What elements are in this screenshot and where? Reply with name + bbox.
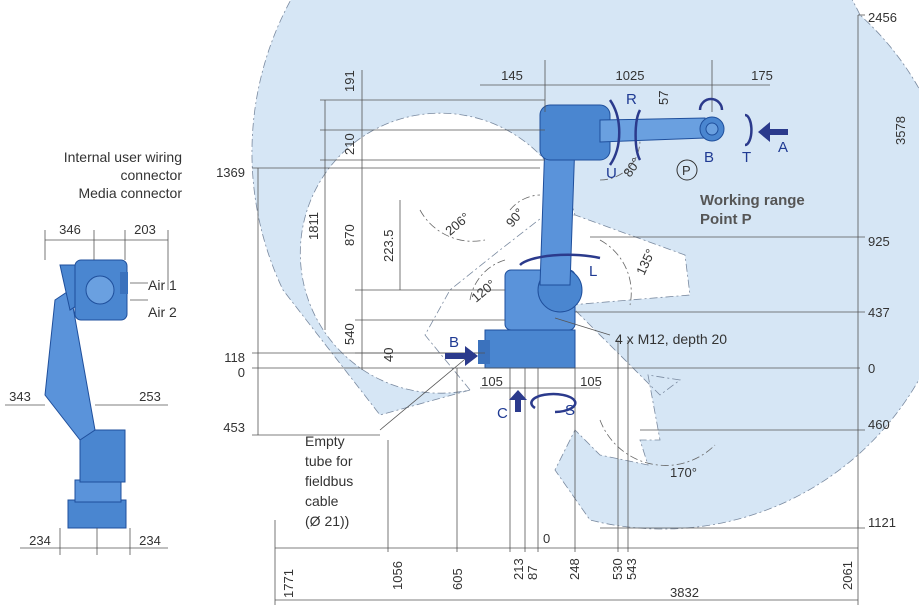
tube-note-2: tube for [305,453,353,469]
level-437: 437 [868,305,890,320]
label-air1: Air 1 [148,277,177,293]
dim-1811: 1811 [306,212,321,240]
robot-side [44,259,128,529]
arrow-b-axis-icon [698,97,724,111]
tube-note-1: Empty [305,433,345,449]
label-wiring-2: connector [121,167,183,183]
dim-191: 191 [342,70,357,92]
working-range-inner-boundary [424,214,575,391]
point-p-letter: P [682,163,691,178]
dim-253: 253 [139,389,161,404]
axis-t: T [742,149,751,166]
dim-2061: 2061 [840,561,855,590]
dim-234-left: 234 [29,533,51,548]
dim-1025: 1025 [616,68,645,83]
dim-540: 540 [342,323,357,345]
dim-870: 870 [342,224,357,246]
axis-u: U [606,165,617,182]
level-2456: 2456 [868,10,897,25]
arrow-u-icon [608,99,621,166]
axis-b: B [704,149,714,166]
level-0-right: 0 [868,361,875,376]
level-453: 453 [223,420,245,435]
level-1121: 1121 [868,515,896,530]
axis-c: C [497,405,508,422]
dim-530: 530 [610,558,625,580]
dim-1771: 1771 [281,569,296,598]
arrow-s-icon [530,392,577,414]
level-0-left: 0 [238,365,245,380]
arrow-b-icon [445,346,478,366]
axis-a: A [778,139,788,156]
dim-3832: 3832 [670,585,699,600]
dim-223-5: 223.5 [381,229,396,262]
tube-note-3: fieldbus [305,473,353,489]
dim-105-left: 105 [481,374,503,389]
axis-r: R [626,91,637,108]
tube-note-5: (Ø 21)) [305,513,349,529]
dim-346: 346 [59,222,81,237]
dim-105-right: 105 [580,374,602,389]
dimension-lines [252,14,865,605]
angle-90: 90° [503,205,527,230]
angle-135: 135° [633,247,658,278]
level-1369: 1369 [216,165,245,180]
level-3578: 3578 [893,116,908,145]
level-460: 460 [868,417,890,432]
dim-213: 213 [511,558,526,580]
arrow-a-icon [758,122,788,142]
dim-57: 57 [656,91,671,105]
angle-120: 120° [468,277,498,306]
arrow-c-icon [509,390,527,412]
dim-175: 175 [751,68,773,83]
dim-203: 203 [134,222,156,237]
axis-b-arrow: B [449,334,459,351]
dim-234-right: 234 [139,533,161,548]
dim-87: 87 [525,566,540,580]
label-air2: Air 2 [148,304,177,320]
motion-arrows [445,97,788,414]
axis-l: L [589,263,597,280]
side-dimension-lines [5,230,169,555]
level-925: 925 [868,234,890,249]
label-wiring-1: Internal user wiring [64,149,182,165]
arrow-l-icon [519,253,601,266]
tube-note-4: cable [305,493,339,509]
angle-206: 206° [442,210,472,239]
angle-170: 170° [670,465,697,480]
working-range-title: Working range [700,192,805,209]
robot-main [478,104,725,369]
dim-1056: 1056 [390,561,405,590]
arrow-r-icon [634,109,642,161]
mount-note: 4 x M12, depth 20 [615,331,727,347]
point-p-marker [676,159,698,181]
dim-210: 210 [342,133,357,155]
working-range-point: Point P [700,211,752,228]
arrow-t-icon [744,113,753,147]
axis-s: S [565,402,575,419]
dim-343: 343 [9,389,31,404]
dim-145: 145 [501,68,523,83]
dim-543: 543 [624,558,639,580]
dim-40: 40 [381,348,396,362]
dim-0-bottom: 0 [543,531,550,546]
dim-248: 248 [567,558,582,580]
dim-605: 605 [450,568,465,590]
label-media: Media connector [78,185,182,201]
level-118: 118 [224,350,245,365]
